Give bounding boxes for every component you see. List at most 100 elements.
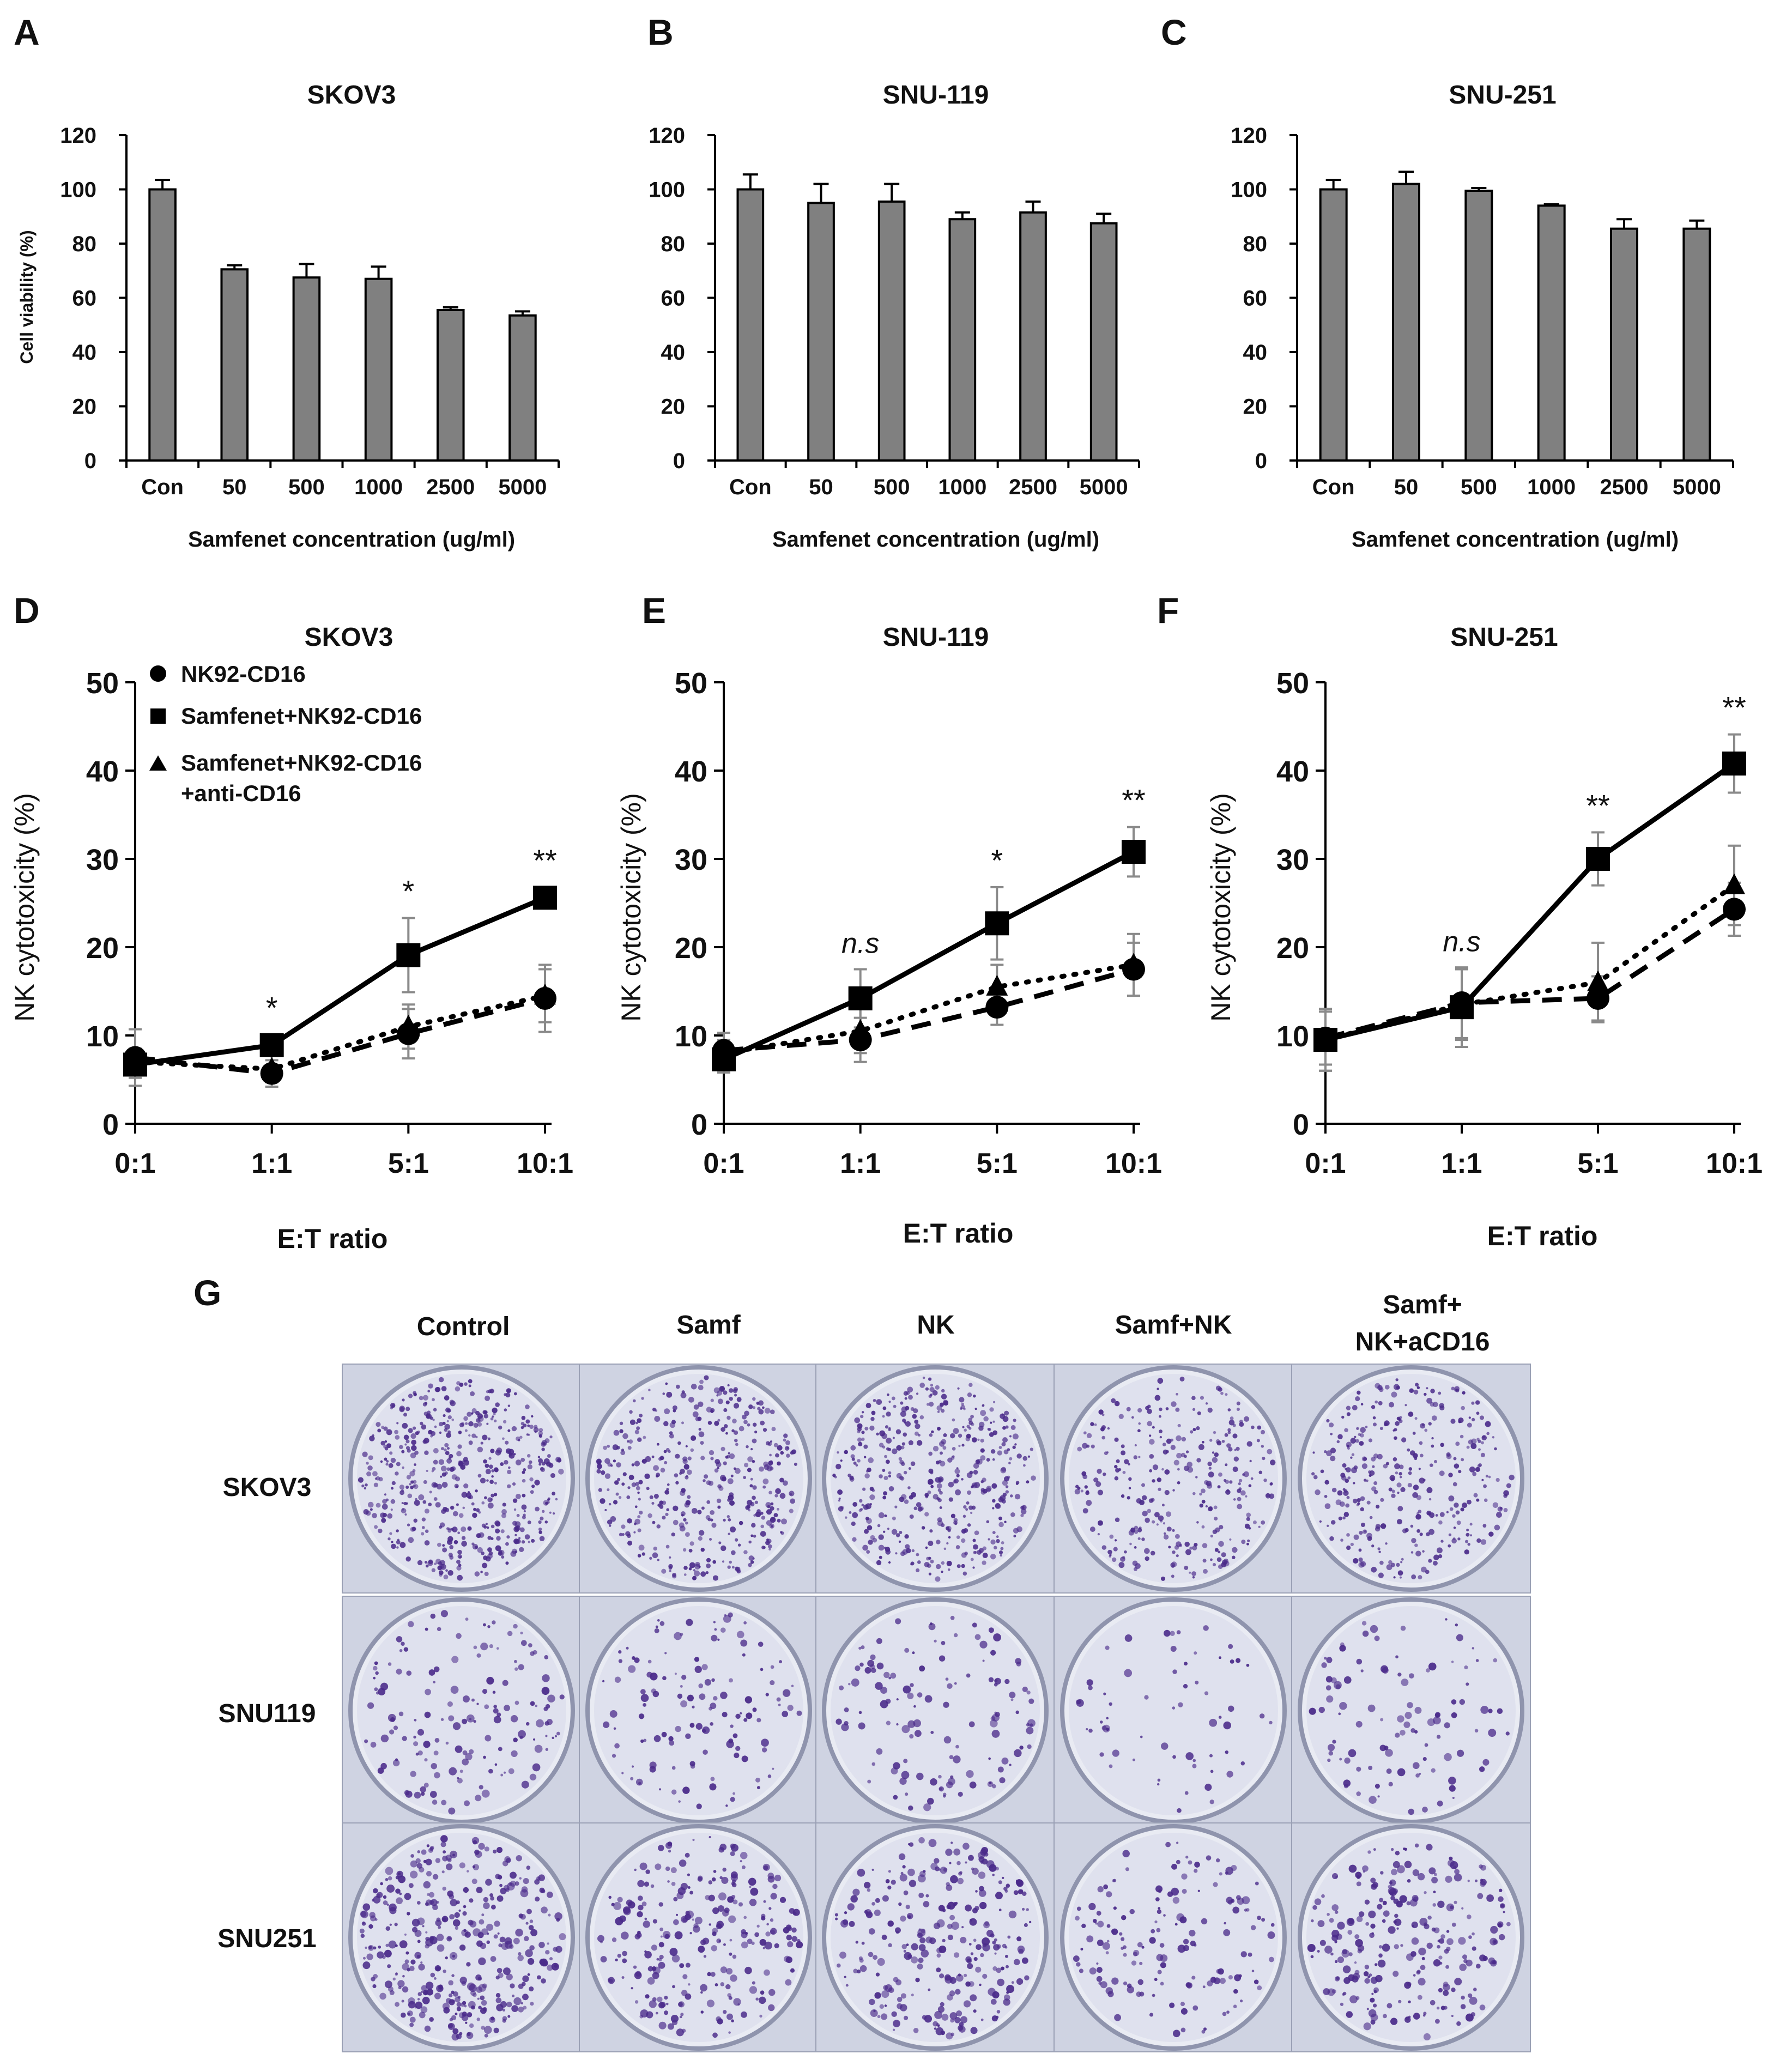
colony-dot (1373, 1848, 1376, 1851)
data-point-triangle (1723, 873, 1745, 894)
colony-dot (941, 1641, 946, 1645)
colony-dot (690, 1764, 695, 1769)
colony-dot (377, 1428, 382, 1433)
colony-dot (452, 2028, 459, 2034)
colony-dot (865, 1403, 871, 1409)
colony-dot (1232, 1555, 1236, 1560)
colony-dot (926, 1403, 930, 1406)
colony-dot (895, 1429, 901, 1435)
colony-dot (668, 1564, 673, 1569)
colony-dot (869, 1502, 873, 1506)
colony-dot (772, 1883, 778, 1889)
colony-dot (475, 1974, 482, 1981)
colony-dot (980, 1861, 984, 1864)
colony-dot (491, 1475, 494, 1478)
colony-dot (1183, 1938, 1189, 1944)
colony-dot (458, 1513, 464, 1518)
colony-dot (380, 1762, 387, 1770)
colony-dot (634, 2000, 639, 2004)
colony-dot (388, 1940, 397, 1949)
colony-dot (473, 1719, 476, 1723)
colony-dot (488, 1464, 493, 1469)
colony-dot (379, 1992, 386, 2000)
colony-dot (446, 1467, 450, 1471)
colony-dot (728, 1612, 733, 1617)
colony-dot (1342, 1463, 1347, 1468)
colony-dot (1334, 1960, 1338, 1964)
colony-dot (699, 1379, 704, 1384)
colony-dot (529, 1425, 534, 1429)
colony-dot (1418, 1947, 1426, 1955)
colony-dot (1007, 1935, 1011, 1939)
colony-dot (1391, 1869, 1397, 1876)
colony-dot (622, 1906, 631, 1914)
colony-dot (1207, 1980, 1213, 1986)
colony-dot (887, 1528, 889, 1530)
colony-dot (1414, 1706, 1422, 1714)
colony-dot (1361, 1621, 1367, 1626)
colony-dot (655, 1625, 658, 1628)
colony-dot (1409, 1450, 1415, 1456)
colony-dot (495, 1402, 500, 1407)
colony-dot (893, 1795, 898, 1800)
colony-dot (891, 1396, 895, 1401)
colony-dot (507, 1404, 511, 1407)
colony-dot (744, 1966, 752, 1974)
colony-dot (471, 1837, 480, 1845)
colony-dot (426, 1988, 434, 1996)
colony-dot (414, 1500, 420, 1506)
colony-dot (857, 1437, 862, 1442)
colony-dot (410, 1860, 417, 1868)
colony-dot (1444, 1722, 1450, 1729)
colony-dot (756, 1401, 760, 1405)
colony-dot (544, 1438, 550, 1444)
colony-dot (1122, 1850, 1130, 1858)
colony-dot (1202, 1559, 1207, 1563)
colony-dot (1114, 1437, 1119, 1442)
colony-dot (742, 1653, 746, 1657)
colony-dot (1004, 1520, 1007, 1523)
colony-dot (792, 1909, 800, 1916)
colony-dot (621, 1976, 625, 1979)
colony-dot (480, 1477, 486, 1483)
colony-dot (1331, 1487, 1337, 1493)
colony-dot (1184, 1541, 1190, 1547)
significance-label: * (402, 874, 414, 908)
colony-dot (854, 1417, 861, 1423)
colony-dot (1418, 1575, 1422, 1580)
colony-dot (1310, 1955, 1314, 1959)
colony-dot (549, 1957, 553, 1961)
colony-dot (973, 1957, 978, 1961)
colony-dot (518, 1537, 521, 1540)
colony-dot (1102, 1942, 1110, 1950)
colony-dot (415, 1498, 417, 1501)
colony-dot (850, 1895, 858, 1903)
colony-dot (1232, 1466, 1238, 1473)
colony-dot (886, 1411, 891, 1417)
colony-dot (545, 1704, 550, 1709)
colony-dot (876, 1560, 882, 1566)
colony-dot (1347, 1447, 1350, 1450)
colony-dot (1004, 1889, 1008, 1893)
colony-dot (1174, 1534, 1180, 1539)
colony-dot (610, 1464, 613, 1467)
colony-dot (473, 1928, 481, 1937)
colony-dot (1214, 1548, 1219, 1552)
colony-dot (384, 1457, 388, 1461)
colony-dot (622, 1433, 628, 1439)
colony-dot (420, 1990, 423, 1993)
colony-dot (1412, 1869, 1420, 1876)
colony-dot (417, 1850, 421, 1853)
colony-dot (1172, 1529, 1175, 1532)
colony-plate (1291, 1822, 1531, 2052)
colony-dot (1009, 1692, 1016, 1699)
x-tick-label: Con (141, 475, 184, 499)
colony-dot (743, 1420, 748, 1425)
colony-dot (384, 1949, 392, 1958)
colony-dot (451, 1974, 455, 1977)
colony-dot (1472, 1471, 1477, 1476)
colony-dot (778, 1704, 781, 1706)
x-tick-label: 1:1 (1441, 1148, 1482, 1179)
colony-dot (1492, 1939, 1498, 1945)
colony-dot (876, 1432, 879, 1436)
